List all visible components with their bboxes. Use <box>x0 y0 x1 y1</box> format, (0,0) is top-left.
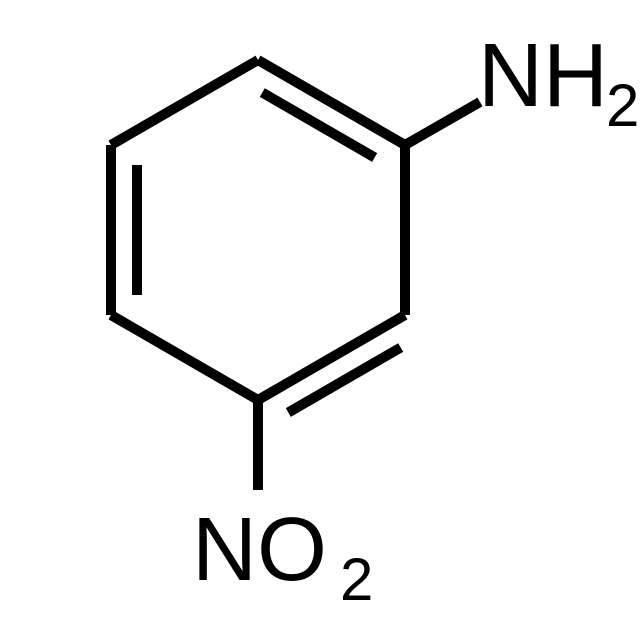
ring-bond-1-inner <box>288 348 400 413</box>
nitro-label: NO <box>192 500 327 600</box>
nitro-subscript: 2 <box>340 546 373 613</box>
molecule-diagram: NH2NO2 <box>0 0 640 638</box>
amine-bond <box>405 102 480 145</box>
ring-bond-4-outer <box>111 60 258 145</box>
ring-bond-5-inner <box>262 93 374 158</box>
amine-subscript: 2 <box>606 72 639 139</box>
ring-bond-2-outer <box>111 315 258 400</box>
amine-label: NH <box>478 26 608 126</box>
